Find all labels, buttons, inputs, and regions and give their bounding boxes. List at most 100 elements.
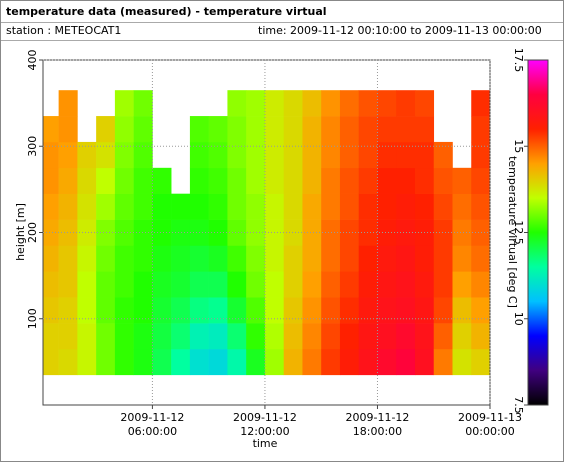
cell bbox=[227, 193, 247, 220]
cell bbox=[302, 297, 322, 324]
x-tick-label-line: 00:00:00 bbox=[465, 425, 514, 438]
x-tick-label-line: 18:00:00 bbox=[353, 425, 402, 438]
cell bbox=[152, 323, 172, 350]
cell bbox=[358, 167, 378, 194]
cell bbox=[283, 297, 303, 324]
cell bbox=[133, 167, 153, 194]
cell bbox=[58, 348, 78, 376]
cell bbox=[246, 116, 266, 143]
x-tick-label: 2009-11-12 06:00:00 bbox=[120, 411, 184, 438]
cell bbox=[414, 193, 435, 220]
cell bbox=[264, 116, 284, 143]
cell bbox=[433, 271, 453, 298]
cell bbox=[377, 90, 397, 117]
cell bbox=[114, 90, 134, 117]
cell bbox=[433, 323, 453, 350]
cell bbox=[302, 271, 322, 298]
cell bbox=[377, 271, 397, 298]
cell bbox=[189, 141, 209, 169]
cell bbox=[433, 245, 453, 272]
cell bbox=[133, 141, 153, 169]
cell bbox=[358, 141, 378, 169]
cell bbox=[377, 297, 397, 324]
x-tick-label-line: 2009-11-12 bbox=[233, 411, 297, 424]
cell bbox=[264, 297, 284, 324]
cell bbox=[452, 297, 472, 324]
cell bbox=[302, 167, 322, 194]
cell bbox=[321, 193, 341, 220]
colorbar-tick-label: 15 bbox=[512, 139, 525, 153]
cell bbox=[471, 348, 491, 376]
y-axis-label: height [m] bbox=[14, 203, 27, 261]
cell bbox=[58, 271, 78, 298]
cell bbox=[283, 167, 303, 194]
cell bbox=[246, 219, 266, 246]
cell bbox=[227, 348, 247, 376]
x-axis-label: time bbox=[253, 437, 278, 450]
cell bbox=[189, 116, 209, 143]
cell bbox=[433, 141, 453, 169]
cell bbox=[358, 245, 378, 272]
cell bbox=[114, 348, 134, 376]
cell bbox=[283, 116, 303, 143]
cell bbox=[414, 116, 435, 143]
cell bbox=[77, 323, 97, 350]
cell bbox=[77, 219, 97, 246]
cell bbox=[358, 271, 378, 298]
cell bbox=[96, 193, 116, 220]
cell bbox=[264, 245, 284, 272]
cell bbox=[471, 141, 491, 169]
cell bbox=[358, 323, 378, 350]
cell bbox=[339, 116, 360, 143]
cell bbox=[377, 193, 397, 220]
colorbar-label: temperature virtual [deg C] bbox=[506, 156, 519, 308]
cell bbox=[414, 323, 435, 350]
cell bbox=[321, 90, 341, 117]
cell bbox=[58, 141, 78, 169]
cell bbox=[302, 245, 322, 272]
cell bbox=[189, 167, 209, 194]
cell bbox=[152, 297, 172, 324]
cell bbox=[152, 193, 172, 220]
cell bbox=[339, 297, 360, 324]
cell bbox=[414, 348, 435, 376]
cell bbox=[133, 348, 153, 376]
cell bbox=[358, 297, 378, 324]
x-tick-label-line: 06:00:00 bbox=[128, 425, 177, 438]
cell bbox=[433, 297, 453, 324]
cell bbox=[302, 193, 322, 220]
cell bbox=[433, 348, 453, 376]
cell bbox=[452, 271, 472, 298]
cell bbox=[208, 323, 228, 350]
cell bbox=[471, 271, 491, 298]
cell bbox=[396, 297, 416, 324]
cell bbox=[414, 141, 435, 169]
cell bbox=[208, 219, 228, 246]
cell bbox=[396, 141, 416, 169]
cell bbox=[302, 323, 322, 350]
cell bbox=[171, 193, 191, 220]
cell bbox=[246, 245, 266, 272]
cell bbox=[339, 271, 360, 298]
cell bbox=[96, 245, 116, 272]
cell bbox=[77, 141, 97, 169]
cell bbox=[133, 193, 153, 220]
cell bbox=[414, 271, 435, 298]
cell bbox=[43, 193, 59, 220]
x-tick-label: 2009-11-12 18:00:00 bbox=[345, 411, 409, 438]
cell bbox=[302, 219, 322, 246]
cell bbox=[302, 141, 322, 169]
cell bbox=[283, 245, 303, 272]
cell bbox=[377, 167, 397, 194]
cell bbox=[339, 141, 360, 169]
y-tick-label: 100 bbox=[26, 308, 39, 329]
cell bbox=[58, 167, 78, 194]
cell bbox=[396, 245, 416, 272]
cell bbox=[283, 271, 303, 298]
cell bbox=[43, 219, 59, 246]
cell bbox=[377, 141, 397, 169]
cell bbox=[302, 90, 322, 117]
colorbar-tick-label: 7.5 bbox=[512, 396, 525, 414]
cell bbox=[114, 116, 134, 143]
